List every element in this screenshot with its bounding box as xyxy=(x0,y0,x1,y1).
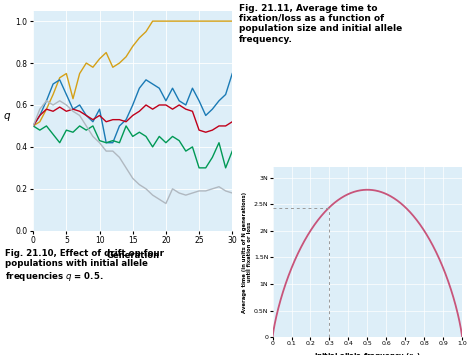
X-axis label: Initial allele frequency ($p_0$): Initial allele frequency ($p_0$) xyxy=(314,352,421,355)
Y-axis label: q: q xyxy=(4,111,10,121)
Text: Fig. 21.11, Average time to
fixation/loss as a function of
population size and i: Fig. 21.11, Average time to fixation/los… xyxy=(239,4,402,44)
Text: Fig. 21.10, Effect of drift on four
populations with initial allele
frequencies : Fig. 21.10, Effect of drift on four popu… xyxy=(5,248,164,283)
X-axis label: Generation: Generation xyxy=(106,251,159,260)
Y-axis label: Average time (in units of N generations)
until fixation or loss: Average time (in units of N generations)… xyxy=(242,191,252,313)
